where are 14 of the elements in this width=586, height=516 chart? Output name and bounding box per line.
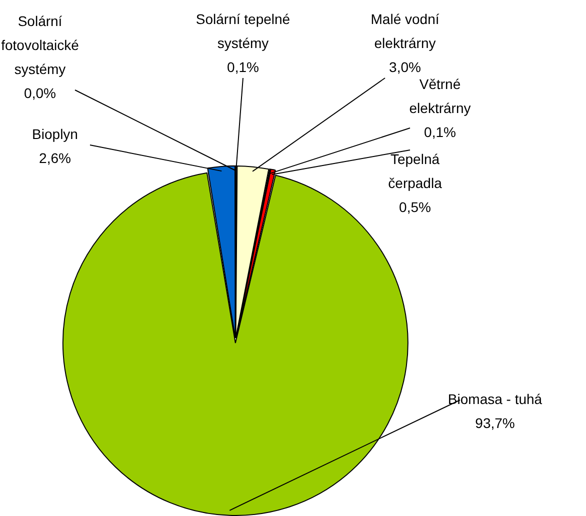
category-label: Solární fotovoltaické systémy (1, 12, 79, 77)
data-label: 0,5% (399, 198, 431, 215)
text: 0,0% (24, 84, 56, 101)
slice-label: Solární tepelné systémy (196, 10, 290, 51)
data-label: 0,1% (227, 58, 259, 75)
slice-label: Biomasa - tuhá (448, 390, 542, 407)
slice-label: Tepelná čerpadla (388, 150, 442, 191)
data-label: 0,1% (424, 124, 456, 140)
data-label: 2,6% (39, 150, 71, 166)
slice-label: Malé vodní elektrárny (370, 10, 440, 51)
data-label: 3,0% (389, 58, 421, 75)
slice-label: Bioplyn (32, 126, 78, 142)
data-label: 93,7% (475, 414, 515, 431)
slice-label: Větrné elektrárny (409, 76, 471, 116)
